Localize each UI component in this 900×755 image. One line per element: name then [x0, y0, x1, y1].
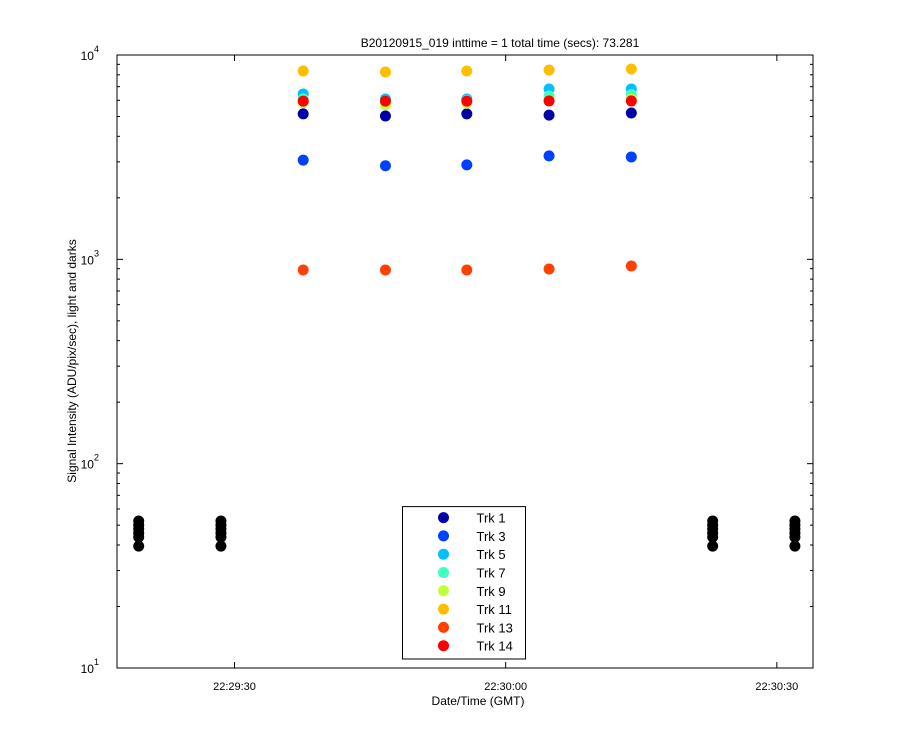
y-tick-label: 104 [81, 44, 99, 63]
x-tick-label: 22:30:00 [484, 681, 527, 693]
data-point [543, 64, 555, 76]
legend-label: Trk 14 [477, 639, 513, 654]
x-tick-label: 22:30:30 [755, 681, 798, 693]
y-tick-label: 101 [81, 657, 99, 676]
legend-label: Trk 5 [477, 547, 506, 562]
legend-marker [438, 640, 449, 652]
y-tick-base: 10 [81, 49, 95, 63]
data-point [215, 540, 227, 552]
y-tick-exponent: 2 [94, 453, 99, 463]
legend-label: Trk 3 [477, 529, 506, 544]
y-tick-exponent: 1 [94, 657, 99, 667]
data-point [625, 63, 637, 75]
data-point [461, 108, 473, 120]
data-point [297, 65, 309, 77]
data-point [543, 109, 555, 121]
data-point [379, 160, 391, 172]
x-axis-label: Date/Time (GMT) [432, 694, 525, 708]
legend-label: Trk 13 [477, 620, 513, 635]
data-point [379, 264, 391, 276]
data-point [297, 108, 309, 120]
legend-marker [438, 530, 449, 542]
data-point [379, 110, 391, 122]
data-point [625, 260, 637, 272]
data-point [133, 531, 145, 543]
data-point [543, 263, 555, 275]
legend-marker [438, 603, 449, 615]
legend-marker [438, 567, 449, 578]
data-point [461, 264, 473, 276]
data-point [625, 151, 637, 163]
data-point [379, 95, 391, 107]
data-point [297, 95, 309, 107]
chart-title: B20120915_019 inttime = 1 total time (se… [361, 36, 640, 50]
legend-label: Trk 1 [477, 511, 506, 526]
y-tick-exponent: 3 [94, 248, 99, 258]
data-point [133, 540, 145, 552]
y-tick-base: 10 [81, 458, 95, 472]
legend-marker [438, 548, 449, 560]
data-point [461, 159, 473, 171]
legend-label: Trk 9 [477, 584, 506, 599]
legend-label: Trk 11 [477, 602, 512, 617]
data-point [543, 150, 555, 162]
data-point [215, 531, 227, 543]
y-tick-label: 102 [81, 453, 99, 472]
data-point [461, 65, 473, 77]
y-tick-exponent: 4 [94, 44, 99, 54]
y-tick-base: 10 [81, 662, 95, 676]
legend-marker [438, 512, 449, 524]
data-point [707, 540, 719, 552]
data-point [789, 540, 801, 552]
y-axis-label: Signal Intensity (ADU/pix/sec), light an… [65, 239, 79, 482]
data-point [625, 107, 637, 119]
legend-marker [438, 621, 449, 633]
legend-label: Trk 7 [477, 566, 506, 581]
legend-box [402, 506, 526, 660]
data-point [461, 95, 473, 107]
data-point [789, 531, 801, 543]
data-point [297, 154, 309, 166]
data-point [297, 264, 309, 276]
y-tick-base: 10 [81, 253, 95, 267]
data-point [543, 95, 555, 107]
y-tick-label: 103 [81, 248, 99, 267]
x-tick-label: 22:29:30 [213, 681, 256, 693]
data-point [625, 95, 637, 107]
legend-marker [438, 585, 449, 597]
data-point [707, 531, 719, 543]
data-point [379, 66, 391, 78]
